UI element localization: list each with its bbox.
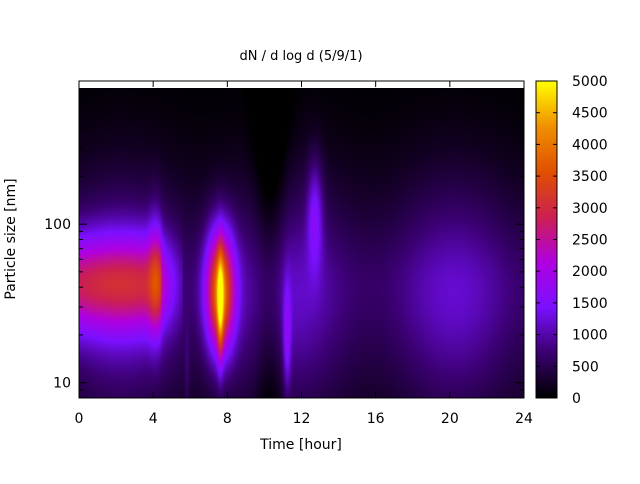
x-axis: 0 4 8 12 16 20 24 [75,81,533,427]
x-tick-label: 24 [515,411,533,427]
x-tick-label: 8 [223,411,232,427]
colorbar: 0 500 1000 1500 2000 2500 3000 3500 4000 4500 5000 [535,74,608,407]
heatmap-image [79,88,524,398]
colorbar-tick-label: 500 [572,359,599,375]
x-axis-label: Time [hour] [259,437,342,453]
x-tick-label: 0 [75,411,84,427]
colorbar-tick-label: 4000 [572,137,608,153]
colorbar-tick-label: 0 [572,391,581,407]
heatmap-area [79,88,524,398]
colorbar-tick-label: 1000 [572,328,608,344]
y-tick-label: 10 [53,376,71,392]
colorbar-tick-label: 3500 [572,169,608,185]
chart-title: dN / d log d (5/9/1) [239,49,362,64]
colorbar-tick-label: 3000 [572,201,608,217]
y-axis-label: Particle size [nm] [3,178,19,299]
colorbar-tick-label: 1500 [572,296,608,312]
colorbar-ticks: 0 500 1000 1500 2000 2500 3000 3500 4000 4500 5000 [536,74,608,407]
colorbar-tick-label: 4500 [572,106,608,122]
colorbar-tick-label: 5000 [572,74,608,90]
colorbar-tick-label: 2500 [572,233,608,249]
y-tick-label: 100 [44,217,71,233]
x-tick-label: 12 [293,411,311,427]
colorbar-tick-label: 2000 [572,264,608,280]
y-axis: 10 100 [44,80,524,399]
x-tick-label: 16 [367,411,385,427]
x-tick-label: 4 [149,411,158,427]
x-tick-label: 20 [441,411,459,427]
